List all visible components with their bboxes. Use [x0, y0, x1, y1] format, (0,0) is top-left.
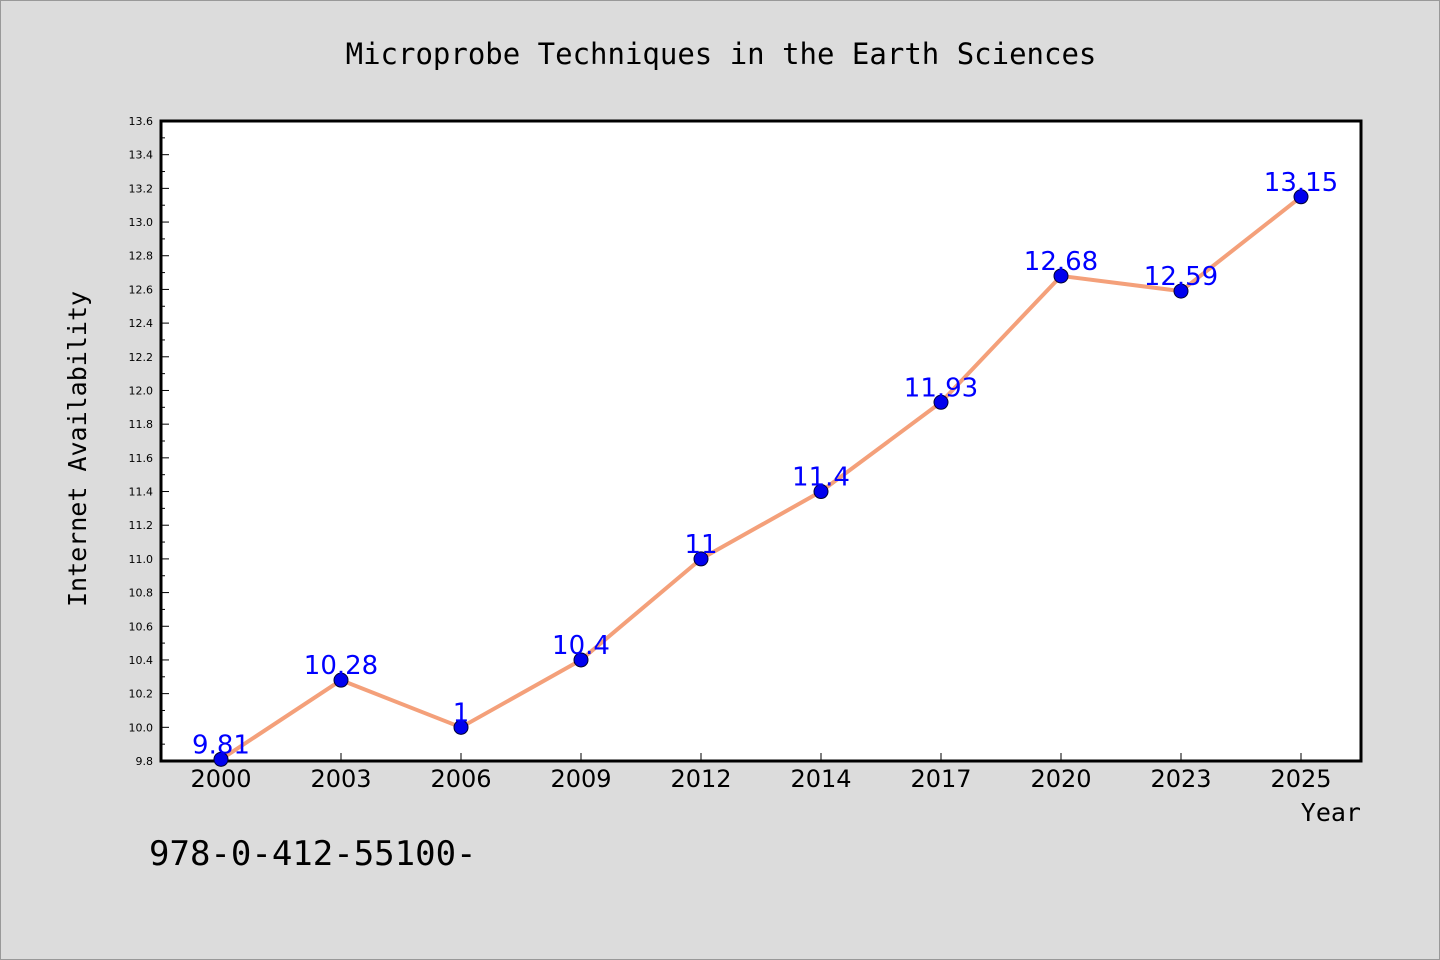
y-tick-label: 10.8	[129, 587, 154, 600]
y-tick-label: 11.2	[129, 519, 154, 532]
y-axis: 9.8 10.0 10.2 10.4 10.6 10.8 11.0 11.2 11.4 11.6 1…	[129, 115, 169, 768]
y-tick-label: 12.8	[129, 250, 154, 263]
x-tick-label: 2023	[1150, 765, 1211, 793]
plot-area	[159, 119, 1363, 763]
x-tick-label: 2020	[1030, 765, 1091, 793]
x-tick-label: 2017	[910, 765, 971, 793]
x-tick-label: 2025	[1270, 765, 1331, 793]
y-tick-label: 12.6	[129, 283, 154, 296]
data-point	[1293, 189, 1309, 205]
y-tick-label: 9.8	[136, 755, 154, 768]
y-tick-label: 13.0	[129, 216, 154, 229]
y-tick-label: 12.4	[129, 317, 154, 330]
data-label: 12.68	[1024, 247, 1098, 277]
series-line	[213, 189, 1309, 767]
data-label: 13.15	[1264, 168, 1338, 198]
chart-title: Microprobe Techniques in the Earth Scien…	[346, 37, 1097, 71]
data-label: 10.4	[552, 631, 610, 661]
data-label: 12.59	[1144, 262, 1218, 292]
data-label: 9.81	[192, 730, 250, 760]
data-point	[453, 719, 469, 735]
x-tick-label: 2006	[430, 765, 491, 793]
y-tick-label: 10.4	[129, 654, 154, 667]
data-point	[933, 394, 949, 410]
data-point	[333, 672, 349, 688]
x-axis-label: Year	[1301, 798, 1361, 827]
x-tick-label: 2014	[790, 765, 851, 793]
y-tick-label: 11.4	[129, 486, 154, 499]
y-tick-label: 12.0	[129, 384, 154, 397]
y-tick-label: 11.6	[129, 452, 154, 465]
data-point	[1173, 283, 1189, 299]
data-point	[213, 751, 229, 767]
y-tick-label: 10.6	[129, 620, 154, 633]
data-label: 11.4	[792, 463, 850, 493]
data-label: 11	[684, 530, 717, 560]
data-point	[573, 652, 589, 668]
y-tick-label: 13.6	[129, 115, 154, 128]
y-tick-label: 11.0	[129, 553, 154, 566]
data-labels: 9.81 10.28 1 10.4 11 11.4 11.93 12.68 12.59 13.15	[192, 168, 1338, 761]
data-label: 11.93	[904, 373, 978, 403]
x-tick-label: 2012	[670, 765, 731, 793]
isbn-footer: 978-0-412-55100-	[149, 834, 477, 874]
y-tick-label: 13.2	[129, 182, 154, 195]
data-point	[1053, 268, 1069, 284]
data-point	[693, 551, 709, 567]
x-axis: 2000 2003 2006 2009 2012 2014 2017 2020 2023 2025	[190, 753, 1332, 793]
y-tick-label: 10.2	[129, 688, 154, 701]
series-polyline	[219, 195, 1303, 761]
data-label: 1	[453, 698, 470, 728]
y-tick-label: 13.4	[129, 149, 154, 162]
y-tick-label: 11.8	[129, 418, 154, 431]
y-tick-label: 10.0	[129, 721, 154, 734]
y-axis-label: Internet Availability	[63, 291, 92, 607]
data-label: 10.28	[304, 651, 378, 681]
x-tick-label: 2003	[310, 765, 371, 793]
y-tick-label: 12.2	[129, 351, 154, 364]
data-point	[813, 484, 829, 500]
x-tick-label: 2000	[190, 765, 251, 793]
x-tick-label: 2009	[550, 765, 611, 793]
